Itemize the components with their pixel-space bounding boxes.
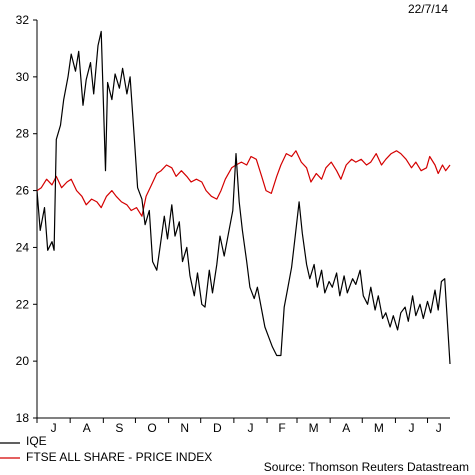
x-tick-label: S — [115, 421, 123, 435]
legend-item-ftse: FTSE ALL SHARE - PRICE INDEX — [0, 450, 212, 464]
y-tick-label: 26 — [16, 184, 30, 198]
date-stamp: 22/7/14 — [408, 2, 448, 16]
x-tick-label: A — [342, 421, 350, 435]
x-tick-label: A — [83, 421, 91, 435]
x-tick-label: J — [436, 421, 442, 435]
legend-item-iqe: IQE — [0, 434, 47, 448]
series-line-ftse — [36, 150, 451, 217]
x-tick-label: J — [247, 421, 253, 435]
legend: IQE FTSE ALL SHARE - PRICE INDEX — [0, 434, 212, 464]
x-tick-label: M — [309, 421, 319, 435]
x-tick-label: J — [408, 421, 414, 435]
y-tick-label: 32 — [16, 13, 30, 27]
series-layer — [36, 30, 451, 365]
y-tick-label: 18 — [16, 411, 30, 425]
y-tick-label: 30 — [16, 70, 30, 84]
x-tick-label: D — [213, 421, 222, 435]
x-tick-label: F — [278, 421, 285, 435]
plot-area: 18 20 22 24 26 28 30 32 J A S O N D J F M A M J J — [16, 13, 451, 435]
series-line-iqe — [36, 30, 451, 365]
y-tick-label: 22 — [16, 297, 30, 311]
y-tick-label: 24 — [16, 240, 30, 254]
y-axis-ticks: 18 20 22 24 26 28 30 32 — [16, 13, 37, 425]
x-tick-label: N — [180, 421, 189, 435]
legend-label-iqe: IQE — [26, 434, 47, 448]
x-tick-label: J — [51, 421, 57, 435]
x-tick-label: M — [374, 421, 384, 435]
legend-label-ftse: FTSE ALL SHARE - PRICE INDEX — [26, 450, 212, 464]
y-tick-label: 20 — [16, 354, 30, 368]
source-note: Source: Thomson Reuters Datastream — [264, 460, 469, 474]
y-tick-label: 28 — [16, 127, 30, 141]
x-tick-label: O — [147, 421, 156, 435]
